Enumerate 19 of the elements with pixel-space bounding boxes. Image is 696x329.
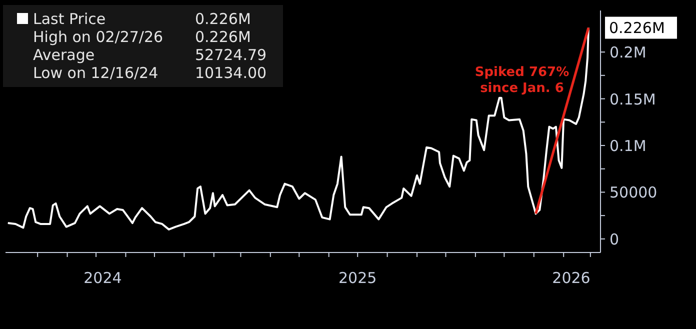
y-tick-label: 50000 bbox=[610, 184, 658, 202]
annotation: 0.226M bbox=[195, 28, 251, 46]
annotation: 10134.00 bbox=[195, 64, 267, 82]
annotation: Low on 12/16/24 bbox=[33, 64, 158, 82]
y-tick-label: 0.2M bbox=[610, 44, 646, 62]
x-tick-label: 2024 bbox=[84, 269, 122, 287]
annotation: 52724.79 bbox=[195, 46, 267, 64]
legend-label: Last Price bbox=[33, 10, 106, 28]
annotation: Spiked 767% since Jan. 6 bbox=[474, 65, 570, 96]
annotation: Average bbox=[33, 46, 95, 64]
y-tick-label: 0.15M bbox=[610, 90, 656, 108]
annotation: High on 02/27/26 bbox=[33, 28, 164, 46]
y-tick-label: 0.1M bbox=[610, 136, 646, 155]
x-tick-label: 2025 bbox=[338, 269, 377, 287]
annotation: 0.226M bbox=[609, 18, 665, 37]
line-series bbox=[6, 26, 590, 230]
x-tick-label: 2026 bbox=[552, 269, 590, 287]
y-tick-label: 0 bbox=[610, 230, 620, 248]
annotation: 0.226M bbox=[195, 10, 251, 28]
